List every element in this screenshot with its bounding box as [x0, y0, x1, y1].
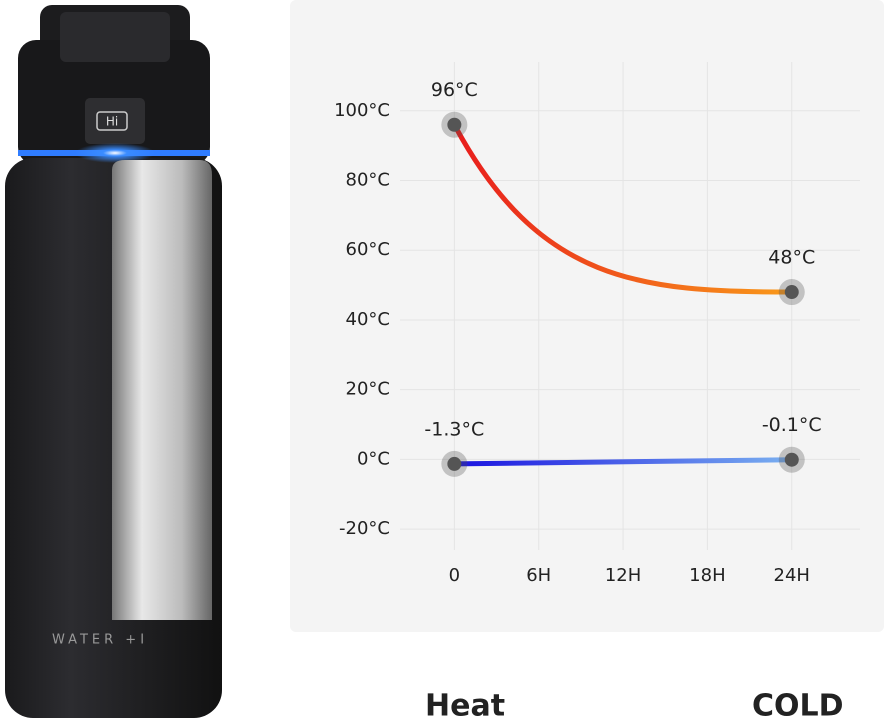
badge: Hi	[106, 115, 118, 129]
series-line	[451, 457, 795, 467]
bottle: Hi WATER +I	[5, 5, 222, 718]
y-tick-label: 80°C	[346, 170, 390, 191]
point	[447, 456, 462, 471]
x-tick-label: 12H	[605, 565, 641, 586]
point	[784, 285, 799, 300]
y-tick-label: 20°C	[346, 379, 390, 400]
brand: WATER +I	[52, 633, 148, 648]
y-tick-label: 0°C	[357, 448, 390, 469]
y-tick-label: -20°C	[339, 518, 390, 539]
point	[447, 117, 462, 132]
legend-label: Heat	[425, 689, 505, 723]
y-tick-label: 40°C	[346, 309, 390, 330]
chart-panel	[290, 0, 884, 632]
data-label: 96°C	[431, 79, 478, 101]
x-tick-label: 0	[449, 565, 460, 586]
y-tick-label: 100°C	[334, 100, 390, 121]
x-tick-label: 24H	[774, 565, 810, 586]
x-tick-label: 6H	[526, 565, 551, 586]
x-tick-label: 18H	[689, 565, 725, 586]
y-tick-label: 60°C	[346, 239, 390, 260]
point	[784, 452, 799, 467]
series-line	[451, 122, 795, 295]
data-label: -1.3°C	[424, 418, 484, 440]
legend-label: COLD	[752, 689, 844, 723]
data-label: 48°C	[768, 247, 815, 269]
data-label: -0.1°C	[762, 414, 822, 436]
